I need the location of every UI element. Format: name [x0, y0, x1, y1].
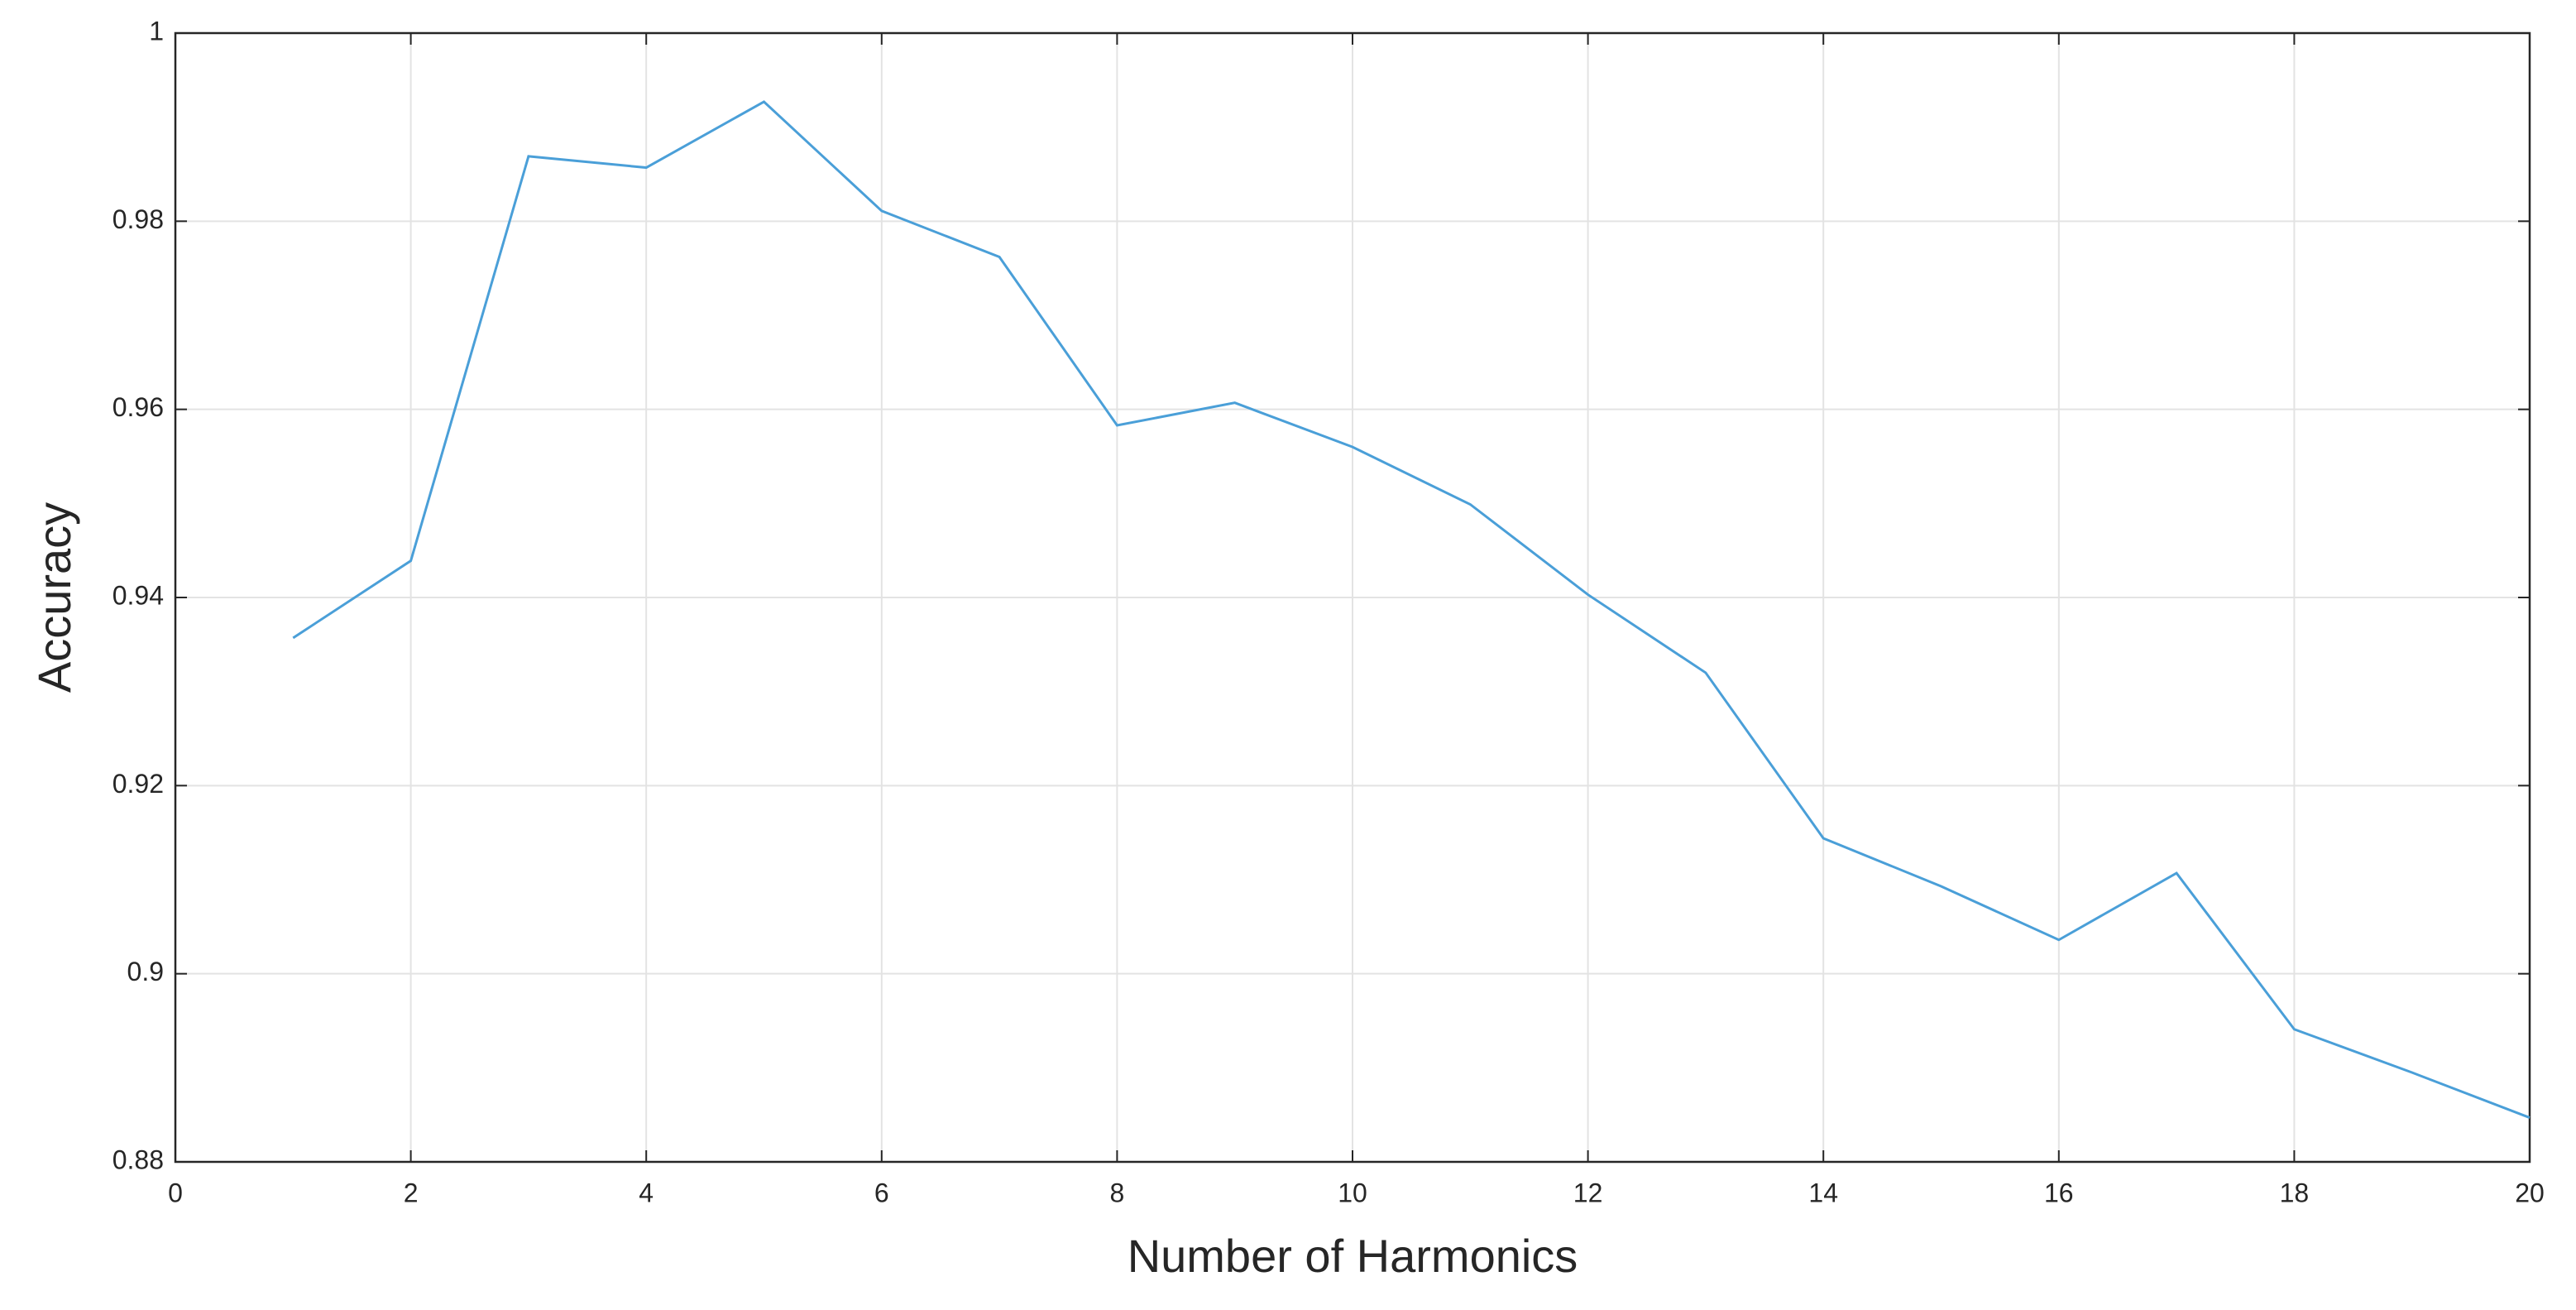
x-tick-label: 4 — [639, 1178, 654, 1207]
y-tick-label: 0.94 — [113, 580, 164, 610]
x-tick-label: 8 — [1110, 1178, 1125, 1207]
x-axis-label: Number of Harmonics — [1128, 1230, 1578, 1282]
y-tick-label: 0.9 — [127, 957, 164, 986]
x-tick-label: 10 — [1338, 1178, 1367, 1207]
x-tick-label: 12 — [1573, 1178, 1603, 1207]
x-tick-label: 0 — [168, 1178, 183, 1207]
x-tick-label: 6 — [874, 1178, 889, 1207]
data-line — [292, 100, 2531, 1119]
x-tick-label: 20 — [2515, 1178, 2545, 1207]
x-tick-label: 14 — [1808, 1178, 1838, 1207]
y-tick-label: 0.92 — [113, 769, 164, 799]
plot-frame — [174, 31, 2531, 1164]
x-tick-label: 2 — [404, 1178, 419, 1207]
x-tick-label: 16 — [2044, 1178, 2074, 1207]
y-tick-label: 0.88 — [113, 1144, 164, 1174]
x-tick-label: 18 — [2280, 1178, 2310, 1207]
y-tick-label: 1 — [149, 16, 164, 46]
y-axis-label: Accuracy — [28, 502, 80, 693]
y-tick-label: 0.98 — [113, 204, 164, 234]
y-tick-label: 0.96 — [113, 392, 164, 422]
